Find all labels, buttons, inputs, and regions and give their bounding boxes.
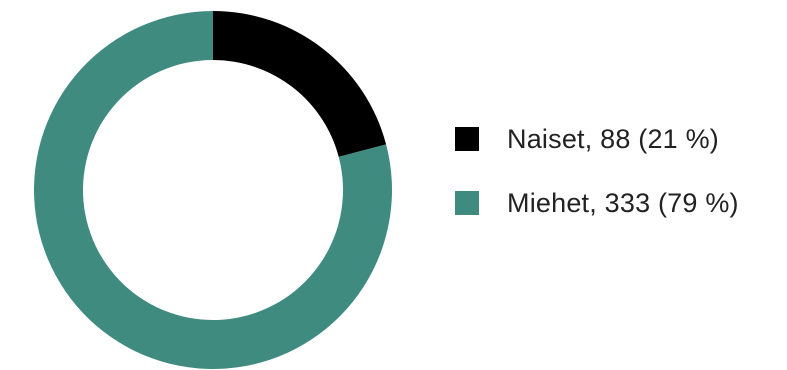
legend-swatch-naiset xyxy=(455,127,479,151)
donut-chart xyxy=(33,11,393,369)
donut-slice-naiset xyxy=(213,11,387,157)
legend-label-naiset: Naiset, 88 (21 %) xyxy=(507,123,719,154)
legend-swatch-miehet xyxy=(455,191,479,215)
legend-item-naiset: Naiset, 88 (21 %) xyxy=(455,124,739,154)
legend-label-miehet: Miehet, 333 (79 %) xyxy=(507,187,739,218)
chart-legend: Naiset, 88 (21 %) Miehet, 333 (79 %) xyxy=(455,124,739,218)
legend-item-miehet: Miehet, 333 (79 %) xyxy=(455,188,739,218)
